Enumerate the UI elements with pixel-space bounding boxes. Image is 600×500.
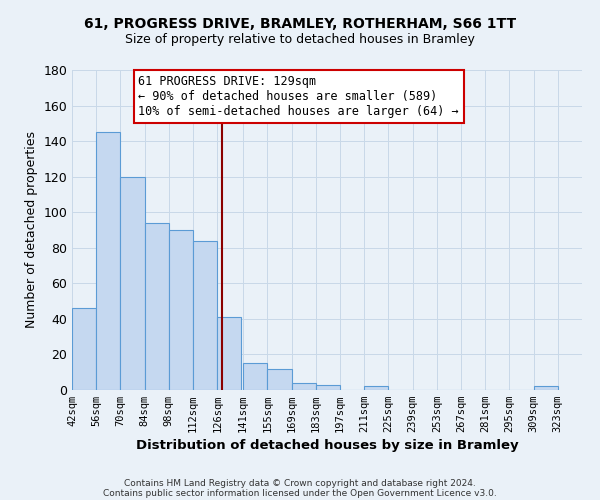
Bar: [533, 386, 558, 390]
X-axis label: Distribution of detached houses by size in Bramley: Distribution of detached houses by size …: [136, 440, 518, 452]
Bar: [96, 132, 121, 390]
Bar: [217, 317, 241, 390]
Bar: [316, 384, 340, 390]
Bar: [169, 230, 193, 390]
Y-axis label: Number of detached properties: Number of detached properties: [25, 132, 38, 328]
Text: Contains HM Land Registry data © Crown copyright and database right 2024.: Contains HM Land Registry data © Crown c…: [124, 478, 476, 488]
Bar: [193, 240, 217, 390]
Bar: [364, 386, 388, 390]
Bar: [292, 383, 316, 390]
Text: 61, PROGRESS DRIVE, BRAMLEY, ROTHERHAM, S66 1TT: 61, PROGRESS DRIVE, BRAMLEY, ROTHERHAM, …: [84, 18, 516, 32]
Text: Contains public sector information licensed under the Open Government Licence v3: Contains public sector information licen…: [103, 488, 497, 498]
Text: Size of property relative to detached houses in Bramley: Size of property relative to detached ho…: [125, 32, 475, 46]
Bar: [145, 223, 169, 390]
Bar: [243, 364, 268, 390]
Bar: [72, 308, 96, 390]
Text: 61 PROGRESS DRIVE: 129sqm
← 90% of detached houses are smaller (589)
10% of semi: 61 PROGRESS DRIVE: 129sqm ← 90% of detac…: [139, 75, 459, 118]
Bar: [268, 368, 292, 390]
Bar: [121, 176, 145, 390]
